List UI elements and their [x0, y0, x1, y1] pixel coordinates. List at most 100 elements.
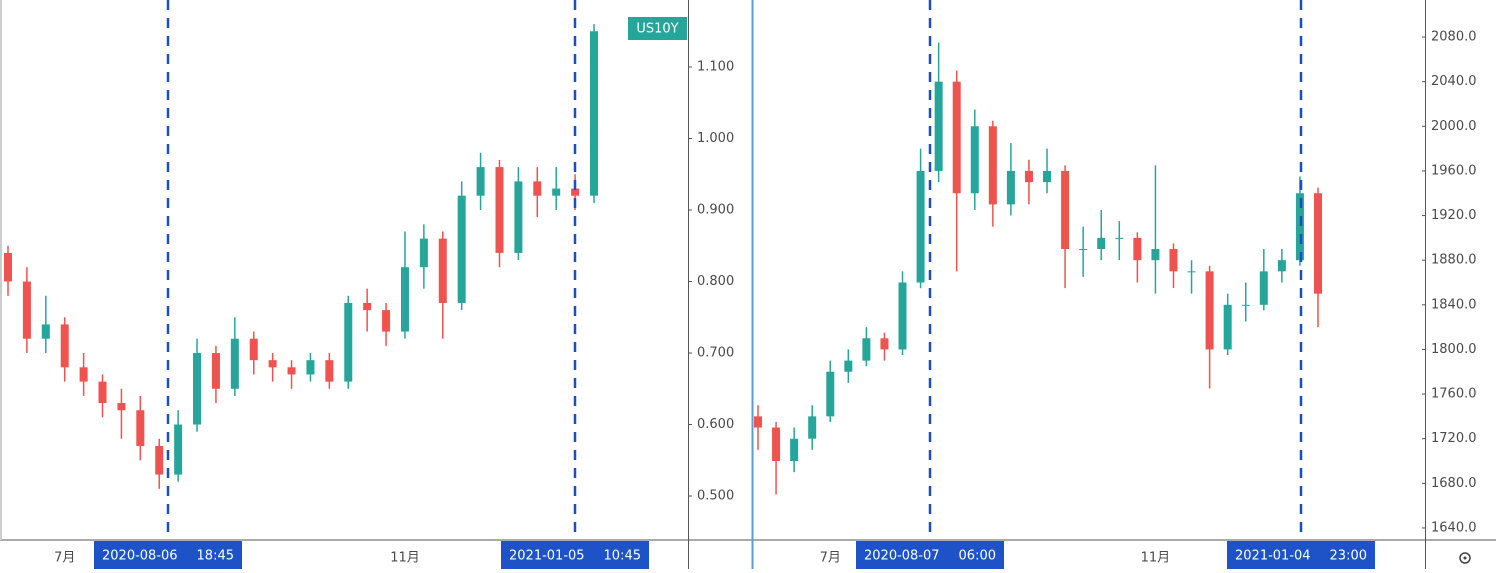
candle-body — [382, 310, 391, 332]
candle-body — [1259, 271, 1268, 305]
candle-body — [419, 238, 428, 268]
y-tick-label: 1.100 — [697, 59, 734, 74]
candle-body — [476, 167, 485, 196]
candle-body — [826, 371, 835, 417]
candle-body — [495, 167, 504, 253]
candle-body — [1133, 237, 1142, 261]
marker-date: 2020-08-07 — [864, 549, 940, 564]
candle-body — [1115, 237, 1124, 239]
candle-body — [1006, 170, 1015, 205]
candle-body — [862, 338, 871, 361]
candle-body — [1187, 271, 1196, 273]
marker-date: 2020-08-06 — [102, 549, 178, 564]
candle-body — [988, 126, 997, 205]
candle-body — [898, 282, 907, 350]
candle-body — [790, 438, 799, 462]
symbol-label: US10Y — [636, 22, 678, 37]
y-tick-label: 1.000 — [697, 131, 734, 146]
candle-body — [1223, 304, 1232, 350]
x-tick-label: 11月 — [390, 551, 420, 566]
candle-body — [934, 81, 943, 171]
candle-body — [1043, 170, 1052, 183]
candle-body — [844, 360, 853, 372]
settings-icon[interactable] — [1459, 552, 1471, 564]
candle-body — [287, 367, 296, 375]
y-tick-label: 1760.0 — [1431, 387, 1477, 402]
candle-body — [211, 353, 220, 389]
candle-body — [249, 338, 258, 361]
candle-body — [344, 302, 353, 382]
candle-body — [41, 324, 50, 339]
y-tick-label: 2080.0 — [1431, 30, 1477, 45]
y-tick-label: 1680.0 — [1431, 476, 1477, 491]
marker-time: 18:45 — [197, 549, 234, 564]
candle-body — [970, 126, 979, 194]
y-tick-label: 1920.0 — [1431, 208, 1477, 223]
candle-body — [230, 338, 239, 389]
gear-center[interactable] — [1463, 556, 1467, 560]
candle-body — [174, 424, 183, 475]
y-tick-label: 1640.0 — [1431, 520, 1477, 535]
candle-body — [952, 81, 961, 194]
candle-body — [155, 445, 164, 475]
x-tick-label: 7月 — [820, 551, 841, 566]
candle-body — [552, 188, 561, 196]
candle-body — [363, 302, 372, 311]
candle-body — [571, 188, 580, 196]
y-tick-label: 0.700 — [697, 346, 734, 361]
candle-body — [60, 324, 69, 368]
marker-time: 06:00 — [959, 549, 996, 564]
candle-body — [193, 353, 202, 425]
candle-body — [533, 181, 542, 196]
y-tick-label: 0.600 — [697, 417, 734, 432]
candle-body — [808, 416, 817, 439]
y-tick-label: 2040.0 — [1431, 74, 1477, 89]
candle-body — [98, 381, 107, 404]
candle-body — [1169, 249, 1178, 272]
y-tick-label: 0.800 — [697, 274, 734, 289]
candle-body — [1277, 260, 1286, 272]
candle-body — [1151, 249, 1160, 261]
candle-body — [268, 360, 277, 368]
marker-label-box — [856, 541, 1004, 569]
candle-body — [1241, 304, 1250, 306]
candle-body — [1097, 237, 1106, 250]
marker-date: 2021-01-04 — [1235, 549, 1311, 564]
y-tick-label: 1880.0 — [1431, 253, 1477, 268]
x-tick-label: 7月 — [54, 551, 75, 566]
marker-time: 23:00 — [1330, 549, 1367, 564]
marker-date: 2021-01-05 — [509, 549, 585, 564]
symbol-tag — [628, 17, 687, 40]
candle-body — [1079, 249, 1088, 251]
y-tick-label: 0.900 — [697, 203, 734, 218]
candle-body — [457, 195, 466, 303]
y-tick-label: 0.500 — [697, 489, 734, 504]
candle-body — [136, 410, 145, 446]
y-tick-label: 1720.0 — [1431, 431, 1477, 446]
candle-body — [916, 170, 925, 283]
y-tick-label: 2000.0 — [1431, 119, 1477, 134]
marker-label-box — [94, 541, 242, 569]
y-tick-label: 1960.0 — [1431, 163, 1477, 178]
candle-body — [590, 31, 598, 196]
candle-body — [1295, 193, 1304, 261]
candle-body — [514, 181, 523, 253]
candle-body — [754, 416, 762, 428]
candle-body — [79, 367, 88, 382]
marker-label-box — [1227, 541, 1375, 569]
candle-body — [4, 252, 12, 282]
candle-body — [880, 338, 889, 350]
candle-body — [1205, 271, 1214, 350]
gear[interactable] — [1459, 552, 1471, 564]
candle-body — [306, 360, 315, 375]
candle-body — [1314, 193, 1322, 294]
marker-label-box — [501, 541, 649, 569]
candle-body — [438, 238, 447, 303]
y-tick-label: 1840.0 — [1431, 297, 1477, 312]
candle-body — [1061, 170, 1070, 250]
candle-body — [1024, 170, 1033, 183]
candle-body — [400, 267, 409, 332]
